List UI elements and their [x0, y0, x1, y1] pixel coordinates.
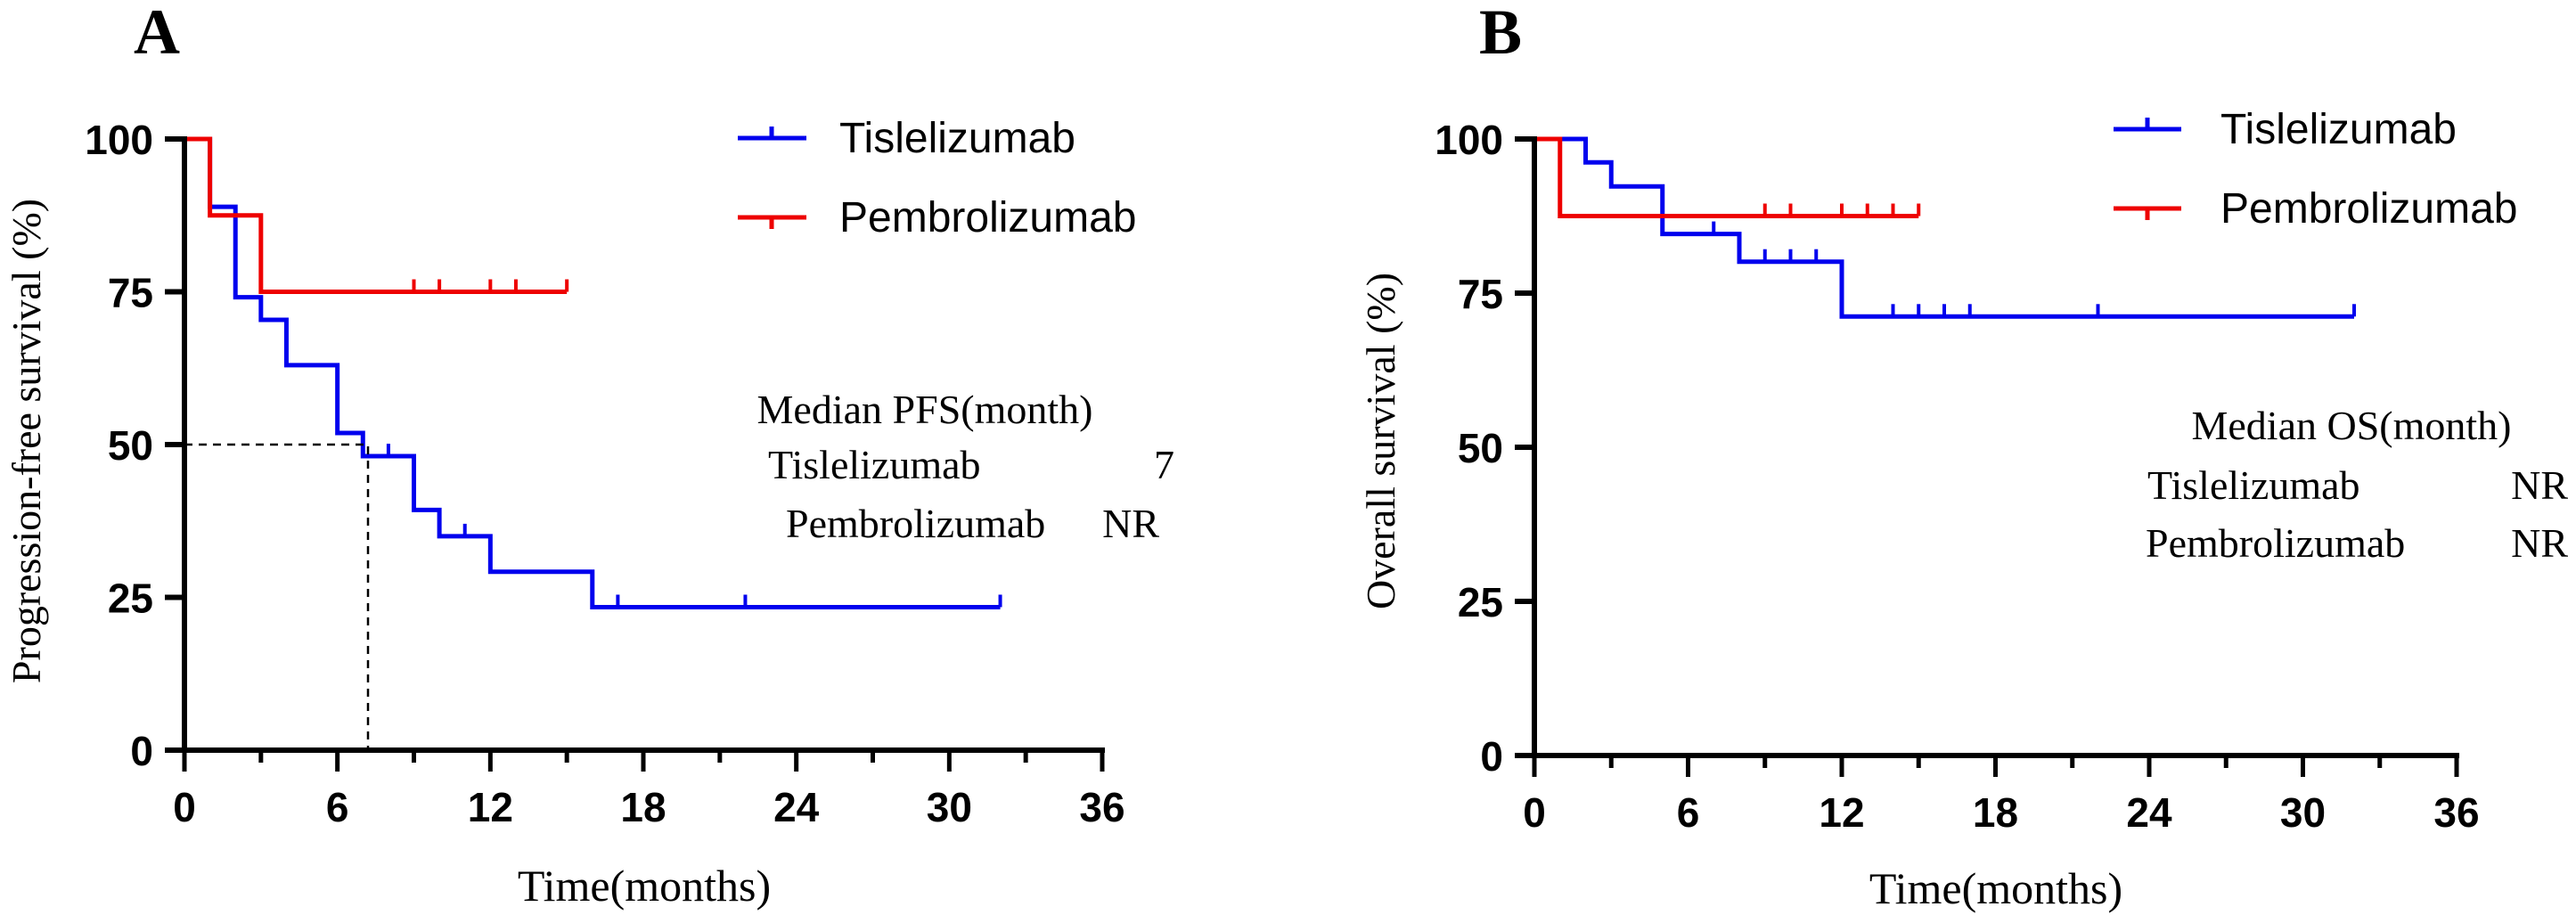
x-axis-label: Time(months): [518, 861, 771, 911]
panel-label: A: [134, 0, 180, 68]
survival-curve-tislelizumab: [1534, 136, 2354, 319]
annotation-row-name: Pembrolizumab: [2146, 520, 2405, 566]
y-tick-label: 0: [1480, 733, 1503, 780]
y-tick-label: 25: [108, 576, 153, 622]
median-annotation: Median PFS(month) Tislelizumab 7 Pembrol…: [757, 387, 1174, 546]
x-ticks: 0 6 12 18 24 30 36: [1523, 756, 2480, 836]
legend-label: Tislelizumab: [839, 115, 1075, 162]
x-tick-label: 30: [927, 784, 972, 830]
y-ticks: 0 25 50 75 100: [85, 117, 184, 774]
annotation-row-name: Pembrolizumab: [786, 501, 1045, 546]
y-tick-label: 100: [1435, 117, 1503, 163]
panel-a: A 0 25 50 75 100 0 6 12 18 24 30 36 Time(months) P…: [4, 0, 1174, 911]
y-tick-label: 100: [85, 117, 153, 163]
y-tick-label: 75: [1458, 271, 1503, 317]
y-axis-label: Progression-free survival (%): [4, 199, 49, 683]
legend-label: Pembrolizumab: [839, 194, 1136, 241]
survival-curve-pembrolizumab: [1534, 136, 1919, 218]
x-tick-label: 6: [326, 784, 349, 830]
panel-label: B: [1479, 0, 1522, 68]
y-ticks: 0 25 50 75 100: [1435, 117, 1534, 780]
censor-marks: [386, 279, 1002, 608]
x-tick-label: 24: [2126, 789, 2172, 836]
legend-item-tislelizumab: Tislelizumab: [738, 115, 1075, 162]
censor-marks: [1712, 203, 2356, 317]
x-tick-label: 0: [1523, 789, 1546, 836]
annotation-row-value: NR: [1102, 501, 1159, 546]
legend: Tislelizumab Pembrolizumab: [2114, 106, 2517, 233]
y-tick-label: 25: [1458, 579, 1503, 625]
x-tick-label: 18: [1973, 789, 2018, 836]
x-tick-label: 12: [468, 784, 513, 830]
survival-curve-tislelizumab: [184, 136, 1001, 609]
x-tick-label: 24: [773, 784, 820, 830]
y-axis-label: Overall survival (%): [1358, 273, 1403, 609]
survival-curves: [184, 136, 1001, 609]
x-tick-label: 36: [1079, 784, 1124, 830]
legend: Tislelizumab Pembrolizumab: [738, 115, 1136, 241]
x-ticks: 0 6 12 18 24 30 36: [173, 750, 1125, 830]
annotation-row-value: NR: [2511, 462, 2568, 508]
legend-label: Tislelizumab: [2220, 106, 2457, 153]
x-axis-label: Time(months): [1869, 863, 2122, 913]
x-tick-label: 30: [2280, 789, 2326, 836]
y-tick-label: 50: [1458, 425, 1503, 471]
median-guide: [184, 443, 370, 750]
annotation-header: Median PFS(month): [757, 387, 1093, 432]
annotation-row-value: NR: [2511, 520, 2568, 566]
annotation-row-name: Tislelizumab: [2147, 462, 2360, 508]
survival-curves: [1534, 136, 2354, 319]
x-tick-label: 0: [173, 784, 196, 830]
annotation-header: Median OS(month): [2191, 403, 2511, 448]
x-tick-label: 6: [1677, 789, 1700, 836]
legend-item-pembrolizumab: Pembrolizumab: [2114, 185, 2517, 233]
y-tick-label: 75: [108, 270, 153, 316]
annotation-row-name: Tislelizumab: [768, 442, 981, 487]
legend-item-pembrolizumab: Pembrolizumab: [738, 194, 1136, 241]
median-annotation: Median OS(month) Tislelizumab NR Pembrol…: [2146, 403, 2568, 566]
x-tick-label: 12: [1819, 789, 1864, 836]
legend-label: Pembrolizumab: [2220, 185, 2517, 233]
median-dashed-line: [184, 443, 370, 750]
panel-b: B 0 25 50 75 100 0 6 12 18 24 30 36 Time(months) O…: [1358, 0, 2568, 913]
annotation-row-value: 7: [1154, 442, 1174, 487]
y-tick-label: 0: [130, 728, 153, 774]
x-tick-label: 36: [2433, 789, 2479, 836]
legend-item-tislelizumab: Tislelizumab: [2114, 106, 2457, 153]
x-tick-label: 18: [620, 784, 666, 830]
survival-curve-pembrolizumab: [184, 136, 568, 294]
y-tick-label: 50: [108, 422, 153, 469]
